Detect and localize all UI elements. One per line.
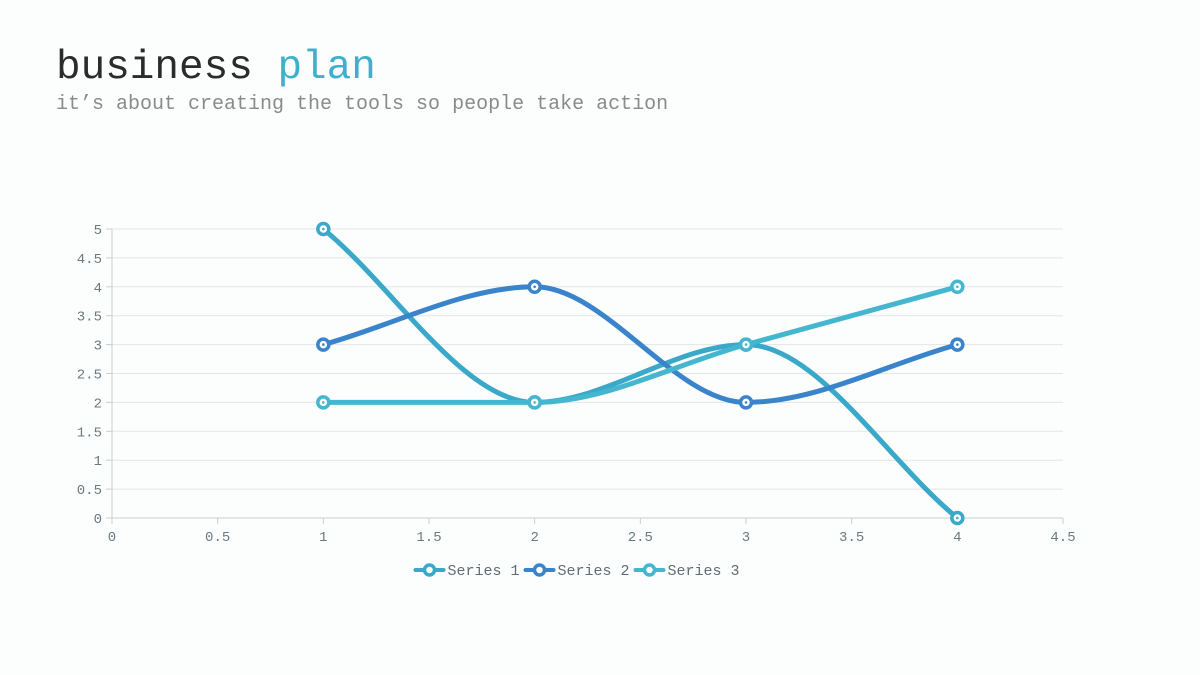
series-lines [320,226,960,521]
y-tick-label: 4 [94,281,102,297]
x-tick-label: 4 [953,530,961,546]
page-subtitle: it’s about creating the tools so people … [56,93,669,116]
y-tick-label: 3.5 [77,310,102,326]
title-main: business [56,45,253,91]
y-axis-tick-labels: 0 0.5 1 1.5 2 2.5 3 3.5 4 4.5 5 [77,223,102,528]
x-tick-label: 0 [108,530,116,546]
x-tick-label: 2.5 [628,530,653,546]
x-tick-label: 3.5 [839,530,864,546]
series-3-point-center [744,343,748,346]
y-tick-label: 2.5 [77,368,102,384]
y-tick-label: 0.5 [77,483,102,499]
series-3-point-center [533,401,536,404]
legend-series-2-marker [532,563,547,577]
y-tick-label: 3 [94,339,102,355]
x-tick-label: 1.5 [416,530,441,546]
y-tick-label: 5 [94,223,102,239]
series-3-point-center [956,285,959,289]
series-points [316,221,965,526]
legend-series-3-label: Series 3 [668,563,740,580]
series-1-line [320,226,960,521]
x-tick-label: 1 [319,530,327,546]
grid-lines [112,228,1063,490]
series-2-point-center [322,343,325,346]
y-tick-label: 1.5 [77,425,102,441]
x-tick-label: 2 [530,530,538,546]
series-2-point-center [956,343,959,346]
x-axis-tick-labels: 0 0.5 1 1.5 2 2.5 3 3.5 4 4.5 [108,530,1076,546]
legend-series-1-label: Series 1 [448,563,520,580]
series-3-point-center [322,401,325,404]
title-accent: plan [277,45,376,91]
series-2-line [320,284,960,405]
legend-series-1-marker [422,563,437,577]
series-2-point-center [533,285,536,289]
series-1-point-center [322,227,325,231]
legend-series-2-label: Series 2 [558,563,630,580]
series-1-point-center [956,516,959,520]
y-tick-label: 1 [94,454,102,470]
legend-series-3-marker [642,563,657,577]
x-tick-label: 4.5 [1050,530,1075,546]
y-tick-label: 0 [94,512,102,528]
series-3-line [320,284,960,405]
page-title: business plan [56,40,376,96]
series-2-point-center [744,401,748,404]
x-tick-label: 3 [742,530,750,546]
x-tick-label: 0.5 [205,530,230,546]
legend: Series 1 Series 2 Series 3 [413,563,740,580]
y-tick-label: 4.5 [77,252,102,268]
y-tick-label: 2 [94,396,102,412]
